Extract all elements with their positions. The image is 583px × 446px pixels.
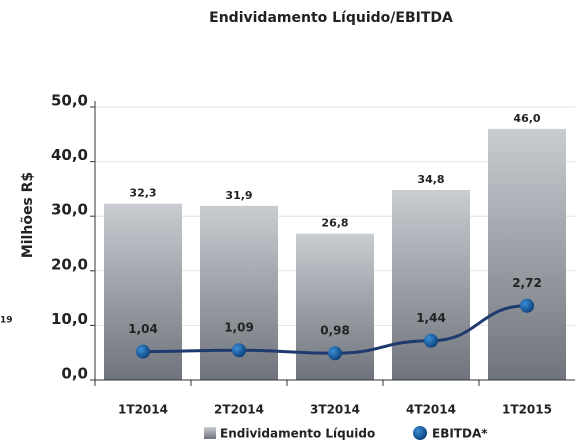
annotation: 19 <box>0 316 13 326</box>
bar <box>488 128 566 380</box>
line-value-label: 1,09 <box>224 321 254 335</box>
y-axis-label: Milhões R$ <box>20 172 36 258</box>
line-point <box>424 333 438 348</box>
legend-label: Endividamento Líquido <box>220 427 375 441</box>
line-value-label: 1,04 <box>128 322 158 336</box>
y-tick-label: 40,0 <box>51 146 88 164</box>
bar-value-label: 32,3 <box>129 187 156 200</box>
chart-title: Endividamento Líquido/EBITDA <box>209 10 453 26</box>
y-tick-label: 50,0 <box>51 92 88 110</box>
legend-label: EBITDA* <box>432 427 488 441</box>
x-tick-label: 3T2014 <box>310 403 360 417</box>
bar-value-label: 26,8 <box>321 217 348 230</box>
x-tick-label: 1T2015 <box>502 403 552 417</box>
y-tick-label: 0,0 <box>61 365 88 383</box>
line-value-label: 1,44 <box>416 311 446 325</box>
line-point <box>520 298 534 313</box>
y-tick-label: 20,0 <box>51 255 88 273</box>
line-point <box>136 344 150 359</box>
line-point <box>232 343 246 358</box>
line-value-label: 2,72 <box>512 276 542 290</box>
line-value-label: 0,98 <box>320 324 350 338</box>
y-tick-label: 30,0 <box>51 201 88 219</box>
y-tick-label: 10,0 <box>51 310 88 328</box>
bar <box>392 189 470 380</box>
bar-value-label: 34,8 <box>417 173 444 186</box>
legend-swatch <box>413 426 427 440</box>
bar-value-label: 31,9 <box>225 189 252 202</box>
x-tick-label: 1T2014 <box>118 403 168 417</box>
x-tick-label: 2T2014 <box>214 403 264 417</box>
legend-swatch <box>204 427 216 439</box>
x-tick-label: 4T2014 <box>406 403 456 417</box>
bar-value-label: 46,0 <box>513 112 540 125</box>
line-point <box>328 346 342 361</box>
